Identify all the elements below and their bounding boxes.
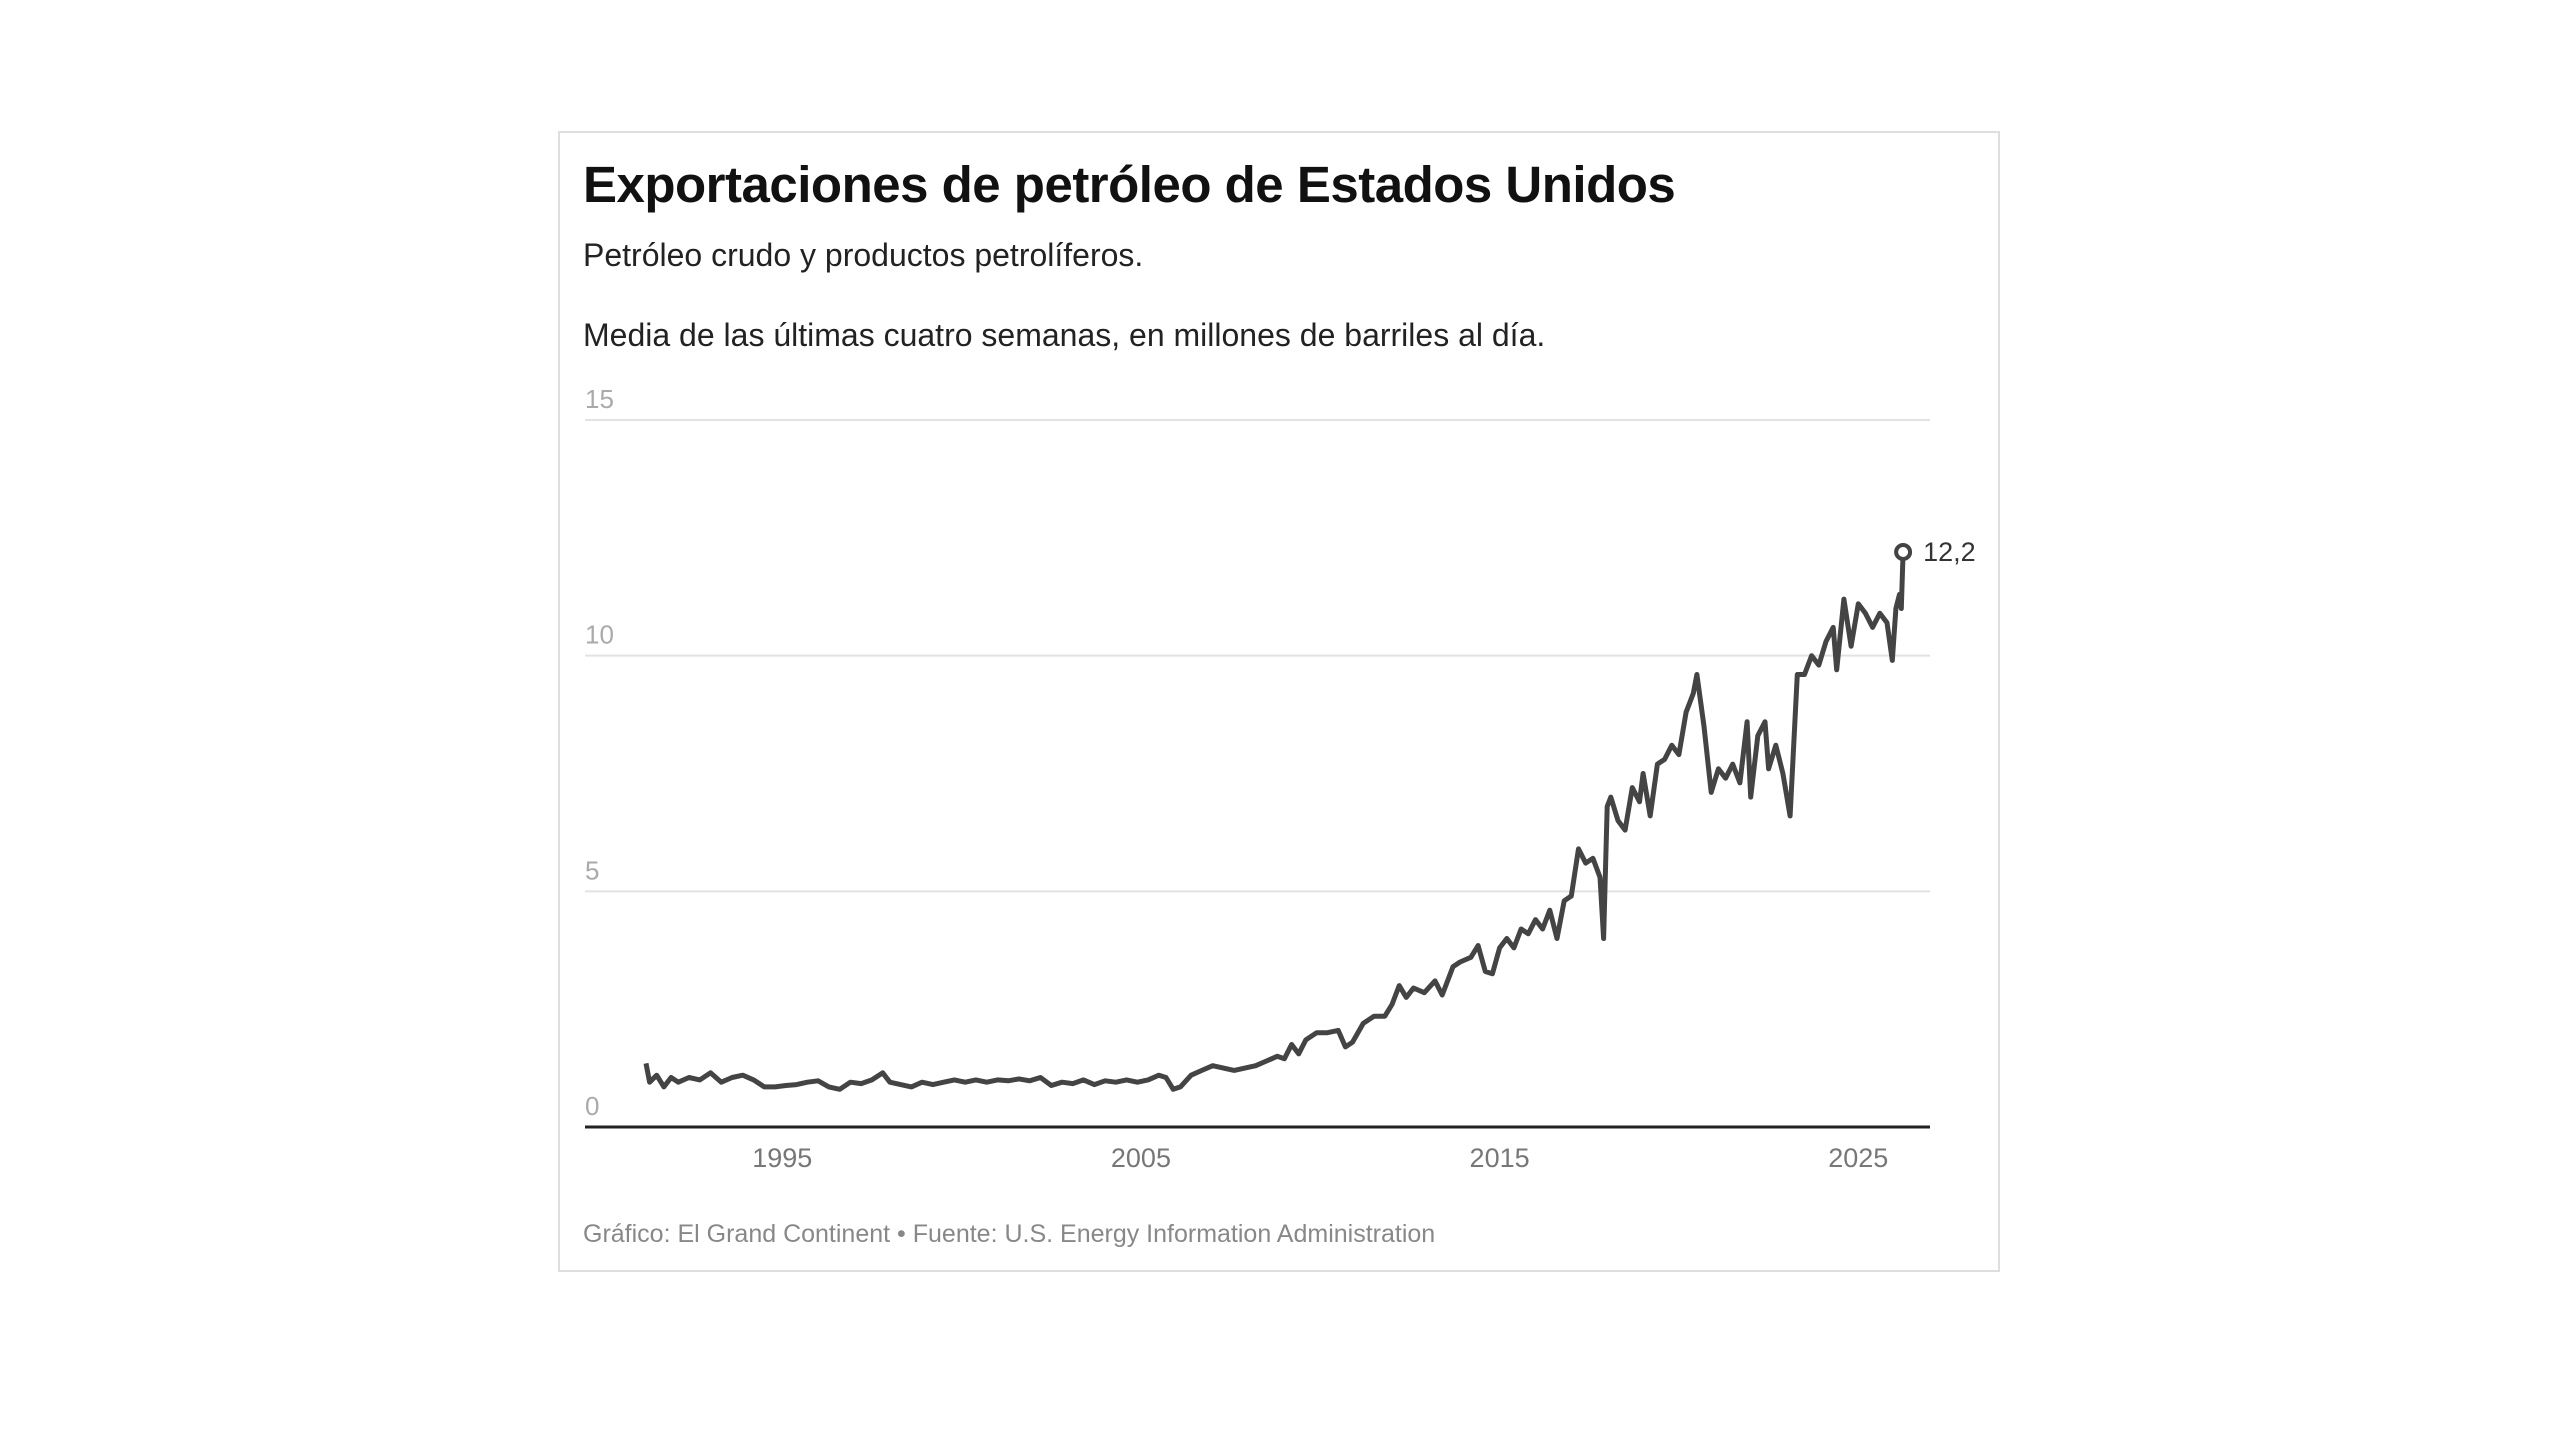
- y-tick-label: 5: [585, 855, 599, 885]
- chart-footer: Gráfico: El Grand Continent • Fuente: U.…: [583, 1220, 1436, 1248]
- end-point-marker: [1894, 542, 1913, 561]
- data-line: [643, 551, 1906, 1092]
- y-tick-label: 10: [585, 620, 614, 650]
- x-tick-label: 2025: [1828, 1143, 1888, 1173]
- chart-description: Media de las últimas cuatro semanas, en …: [583, 317, 1546, 353]
- chart-card: Exportaciones de petróleo de Estados Uni…: [558, 131, 2000, 1272]
- x-tick-label: 1995: [752, 1143, 812, 1173]
- y-tick-label: 0: [585, 1091, 599, 1121]
- chart-title: Exportaciones de petróleo de Estados Uni…: [583, 156, 1676, 213]
- x-tick-label: 2015: [1470, 1143, 1530, 1173]
- x-tick-label: 2005: [1111, 1143, 1171, 1173]
- y-tick-label: 15: [585, 384, 614, 414]
- end-value-label: 12,2: [1923, 537, 1976, 567]
- chart-subtitle: Petróleo crudo y productos petrolíferos.: [583, 237, 1144, 273]
- line-chart: 0 5 10 15 1995 2005 2015 2025 12,2: [585, 384, 1976, 1173]
